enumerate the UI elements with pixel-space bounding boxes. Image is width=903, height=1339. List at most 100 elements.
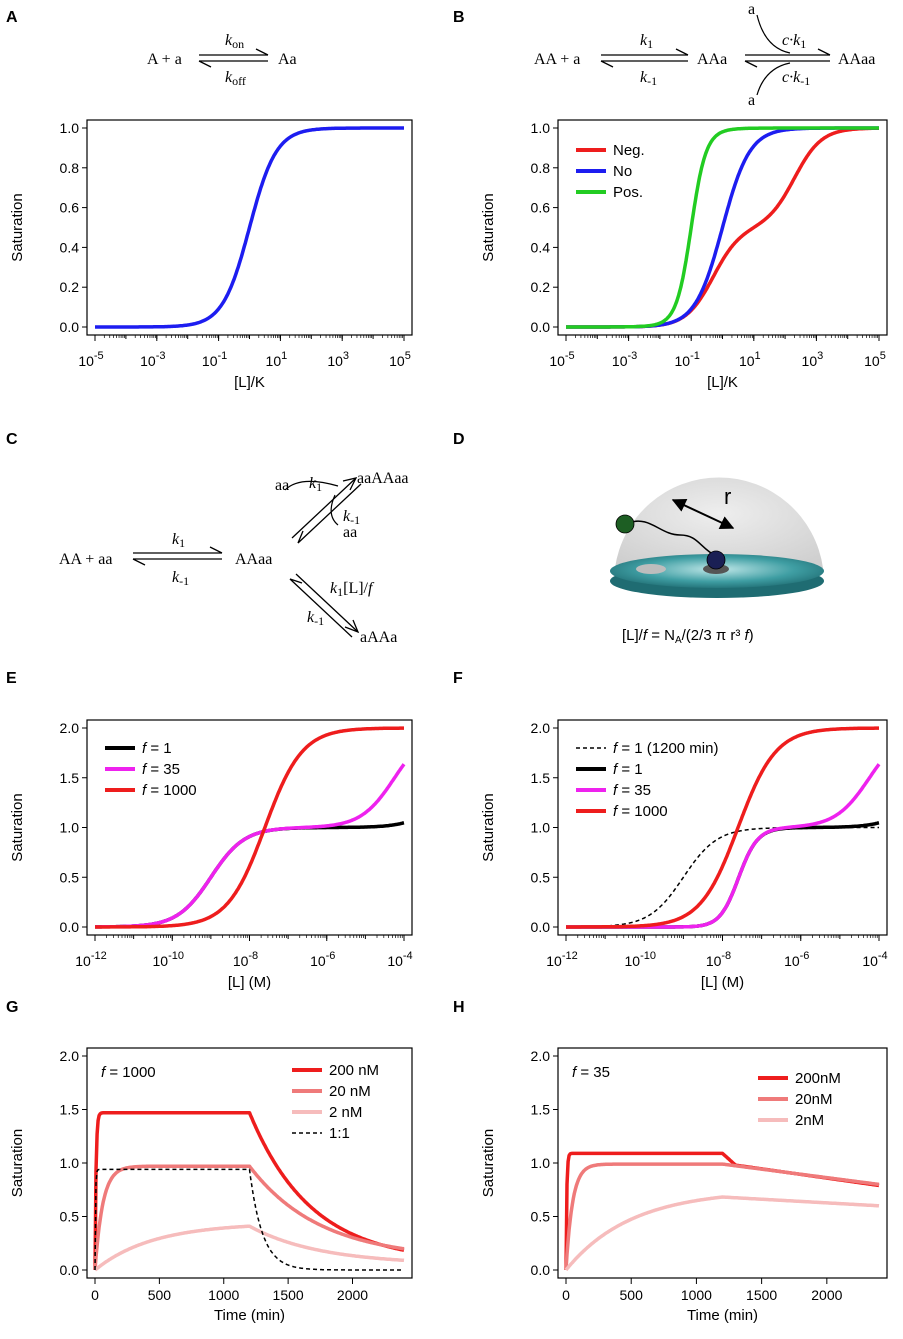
series-line-2 (564, 1162, 880, 1271)
y-axis-label: Saturation (480, 1129, 497, 1197)
scheme-c-aaaaaa: aaAAaa (357, 470, 409, 487)
x-tick-label: 10-3 (612, 350, 637, 369)
receptor-site-empty (636, 564, 666, 574)
y-tick-label: 1.5 (531, 1102, 551, 1118)
y-tick-label: 2.0 (60, 720, 80, 736)
x-tick-label: 10-3 (140, 350, 165, 369)
y-tick-label: 1.0 (531, 1155, 551, 1171)
x-tick-label: 2000 (811, 1287, 842, 1303)
x-axis-label: Time (min) (214, 1307, 285, 1324)
x-tick-label: 10-5 (78, 350, 103, 369)
y-tick-label: 0.0 (60, 919, 80, 935)
svg-text:c·k-1: c·k-1 (782, 69, 810, 88)
series-line-3 (94, 726, 405, 929)
x-tick-label: 2000 (337, 1287, 368, 1303)
y-tick-label: 0.6 (60, 200, 80, 216)
panel-d-illustration: r [L]/f = NA/(2/3 π r³ f) (610, 477, 824, 646)
scheme-a: A + a Aa kon koff (147, 32, 297, 88)
x-tick-label: 10-12 (546, 950, 577, 969)
tether-linker (627, 520, 717, 557)
svg-text:k1: k1 (172, 531, 185, 550)
f-annotation: f = 35 (572, 1064, 610, 1081)
scheme-c-aaaa: aAAa (360, 629, 397, 646)
chart-b: 0.0 0.2 0.4 0.6 0.8 1.0 10-5 10-3 10-1 101 103 105 S… (480, 119, 888, 391)
svg-text:k1: k1 (309, 475, 322, 494)
x-tick-label: 1500 (746, 1287, 777, 1303)
y-tick-label: 0.8 (60, 160, 80, 176)
y-tick-label: 0.5 (60, 869, 80, 885)
x-tick-label: 500 (148, 1287, 172, 1303)
x-axis-label: [L]/K (707, 374, 738, 391)
legend-label: 2nM (795, 1112, 824, 1129)
y-tick-label: 1.5 (60, 770, 80, 786)
svg-text:k-1: k-1 (640, 69, 657, 88)
series-line-1 (564, 1151, 880, 1271)
f-annotation: f = 1000 (101, 1064, 156, 1081)
scheme-c-ligand-in: aa (275, 477, 289, 494)
y-tick-label: 0.0 (60, 1262, 80, 1278)
svg-text:k1[L]/f: k1[L]/f (330, 580, 375, 599)
legend-label: f = 1000 (142, 782, 197, 799)
svg-text:koff: koff (225, 69, 246, 88)
y-tick-label: 1.0 (531, 820, 551, 836)
x-axis-label: [L] (M) (228, 974, 271, 991)
x-tick-label: 10-1 (675, 350, 700, 369)
y-tick-label: 1.0 (60, 1155, 80, 1171)
series-line-4 (565, 726, 880, 929)
x-tick-label: 0 (91, 1287, 99, 1303)
svg-text:k1: k1 (640, 32, 653, 51)
y-tick-label: 0.5 (531, 869, 551, 885)
y-tick-label: 2.0 (531, 1048, 551, 1064)
y-tick-label: 1.0 (531, 120, 551, 136)
formula: [L]/f = NA/(2/3 π r³ f) (622, 627, 754, 646)
x-tick-label: 10-8 (706, 950, 731, 969)
panel-letter-a: A (6, 9, 18, 26)
x-tick-label: 10-5 (549, 350, 574, 369)
scheme-c: AA + aa AAaa aaAAaa aAAa k1 k-1 aa aa k1… (59, 470, 409, 646)
y-axis-label: Saturation (9, 1129, 26, 1197)
x-tick-label: 1000 (681, 1287, 712, 1303)
y-tick-label: 0.2 (531, 279, 551, 295)
scheme-c-ligand-out: aa (343, 524, 357, 541)
y-tick-label: 0.4 (531, 239, 551, 255)
series-line-2 (94, 763, 406, 929)
chart-e: 0.0 0.5 1.0 1.5 2.0 10-12 10-10 10-8 10-6 10-4 Sat… (9, 719, 413, 991)
free-ligand-end (615, 514, 635, 534)
y-tick-label: 0.5 (60, 1209, 80, 1225)
series-line-1 (566, 826, 879, 928)
panel-letter-c: C (6, 431, 18, 448)
y-tick-label: 0.5 (531, 1209, 551, 1225)
distance-arrow (671, 498, 735, 530)
scheme-a-reactant: A + a (147, 51, 182, 68)
y-tick-label: 0.0 (531, 1262, 551, 1278)
chart-a: 0.0 0.2 0.4 0.6 0.8 1.0 10-5 10-3 10-1 101 103 105 S… (9, 119, 413, 391)
scheme-b-product: AAaa (838, 51, 875, 68)
series-line-4 (94, 1168, 404, 1271)
series-line-1 (94, 126, 405, 329)
svg-text:kon: kon (225, 32, 244, 51)
legend-label: f = 1 (613, 761, 643, 778)
scheme-a-koff: k (225, 69, 233, 86)
legend-label: Pos. (613, 184, 643, 201)
x-tick-label: 105 (389, 350, 411, 369)
y-tick-label: 0.8 (531, 160, 551, 176)
panel-letter-b: B (453, 9, 465, 26)
panel-letter-f: F (453, 670, 463, 687)
x-tick-label: 103 (802, 350, 824, 369)
scheme-a-product: Aa (278, 51, 297, 68)
y-tick-label: 1.5 (60, 1102, 80, 1118)
scheme-b-ligand-out: a (748, 92, 755, 109)
scheme-b-ligand-in: a (748, 1, 755, 18)
legend-label: f = 1000 (613, 803, 668, 820)
series-line-1 (93, 1110, 405, 1271)
scheme-a-kon: k (225, 32, 233, 49)
y-tick-label: 1.0 (60, 820, 80, 836)
svg-text:c·k1: c·k1 (782, 32, 806, 51)
x-tick-label: 10-10 (625, 950, 656, 969)
legend-label: 20nM (795, 1091, 833, 1108)
legend-label: f = 35 (613, 782, 651, 799)
legend-label: f = 1 (1200 min) (613, 740, 718, 757)
panel-letter-g: G (6, 999, 18, 1016)
chart-h: 0.0 0.5 1.0 1.5 2.0 0 500 1000 1500 2000 Saturatio… (480, 1047, 888, 1324)
